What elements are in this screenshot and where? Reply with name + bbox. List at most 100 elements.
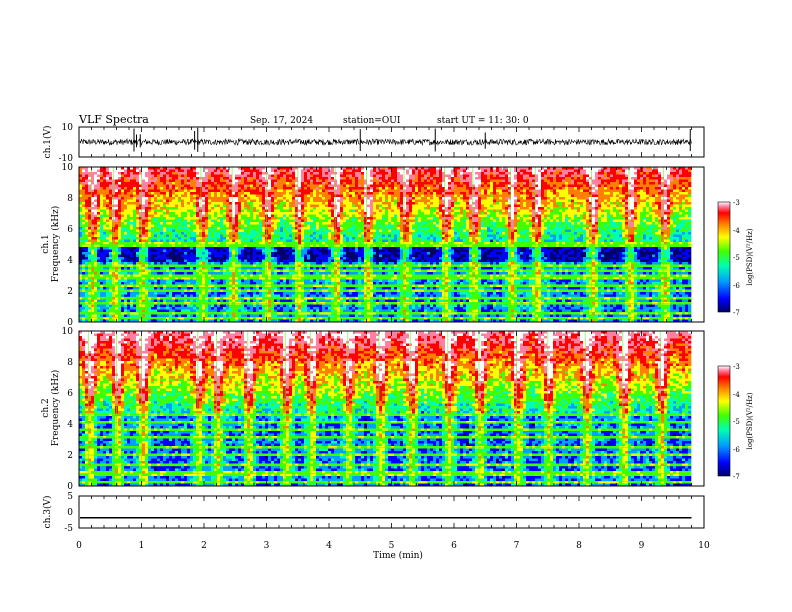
p2-plot-cell <box>106 250 109 253</box>
p2-plot-cell <box>145 240 148 243</box>
p2-plot-cell <box>142 222 145 225</box>
p2-plot-cell <box>142 235 145 238</box>
p2-plot-cell <box>118 267 121 270</box>
p2-plot-cell <box>142 215 145 218</box>
p2-plot-cell <box>133 207 136 210</box>
p2-plot-cell <box>106 267 109 270</box>
p2-plot-cell <box>103 202 106 205</box>
p2-plot-cell <box>94 227 97 230</box>
p2-plot-cell <box>148 310 151 313</box>
p2-plot-cell <box>97 262 100 265</box>
station-label: station=OUI <box>343 116 401 126</box>
p2-plot-cell <box>157 197 160 200</box>
p2-plot-cell <box>154 182 157 185</box>
p2-plot-cell <box>130 175 133 178</box>
p2-plot-cell <box>151 310 154 313</box>
p2-plot-cell <box>124 197 127 200</box>
p2-plot-cell <box>145 172 148 175</box>
p2-plot-cell <box>157 212 160 215</box>
p2-plot-cell <box>88 220 91 223</box>
p2-plot-cell <box>151 200 154 203</box>
p2-plot-cell <box>100 172 103 175</box>
p2-plot-cell <box>88 177 91 180</box>
p2-plot-cell <box>106 197 109 200</box>
p2-plot-cell <box>121 262 124 265</box>
p2-plot-cell <box>118 217 121 220</box>
p2-plot-cell <box>121 207 124 210</box>
p2-plot-cell <box>115 185 118 188</box>
p2-plot-cell <box>121 175 124 178</box>
p2-plot-cell <box>118 220 121 223</box>
p2-plot-cell <box>82 300 85 303</box>
p2-plot-cell <box>109 220 112 223</box>
p2-plot-cell <box>121 250 124 253</box>
p2-plot-cell <box>151 230 154 233</box>
p2-plot-cell <box>127 252 130 255</box>
p2-plot-cell <box>145 300 148 303</box>
p2-plot-cell <box>103 227 106 230</box>
p2-plot-cell <box>94 280 97 283</box>
p2-plot-cell <box>97 197 100 200</box>
p2-plot-cell <box>85 182 88 185</box>
p2-plot-cell <box>100 240 103 243</box>
p2-plot-cell <box>103 272 106 275</box>
p2-plot-cell <box>115 310 118 313</box>
p2-plot-cell <box>130 247 133 250</box>
p2-plot-cell <box>151 220 154 223</box>
p2-plot-cell <box>163 175 166 178</box>
p2-plot-cell <box>100 170 103 173</box>
p2-plot-cell <box>157 210 160 213</box>
p2-plot-cell <box>103 197 106 200</box>
p2-plot-cell <box>94 207 97 210</box>
p2-plot-cell <box>127 197 130 200</box>
p2-plot-cell <box>82 217 85 220</box>
p2-plot-cell <box>82 220 85 223</box>
p2-plot-cell <box>82 175 85 178</box>
p2-plot-cell <box>94 292 97 295</box>
p2-plot-cell <box>100 250 103 253</box>
p2-plot-cell <box>124 190 127 193</box>
p2-plot-cell <box>151 300 154 303</box>
p2-plot-cell <box>100 287 103 290</box>
p2-plot-cell <box>157 182 160 185</box>
p2-plot-cell <box>115 215 118 218</box>
p2-plot-cell <box>118 227 121 230</box>
p2-plot-cell <box>88 217 91 220</box>
p2-plot-cell <box>133 197 136 200</box>
p2-plot-cell <box>142 315 145 318</box>
p2-plot-cell <box>127 212 130 215</box>
p2-plot-cell <box>94 192 97 195</box>
p2-plot-cell <box>142 250 145 253</box>
p2-plot-cell <box>121 215 124 218</box>
p2-plot-cell <box>118 237 121 240</box>
p2-plot-cell <box>115 240 118 243</box>
p2-plot-cell <box>97 287 100 290</box>
p2-plot-cell <box>163 257 166 260</box>
p2-plot-cell <box>160 170 163 173</box>
p2-plot-cell <box>97 232 100 235</box>
p2-plot-cell <box>88 305 91 308</box>
p2-plot-cell <box>109 267 112 270</box>
p2-plot-cell <box>97 175 100 178</box>
p2-plot-cell <box>133 170 136 173</box>
p2-plot-cell <box>157 170 160 173</box>
p2-plot-cell <box>85 200 88 203</box>
p2-plot-cell <box>157 215 160 218</box>
p2-plot-cell <box>115 272 118 275</box>
p2-plot-cell <box>85 260 88 263</box>
p2-plot-cell <box>163 195 166 198</box>
p2-plot-cell <box>136 305 139 308</box>
p2-plot-cell <box>151 272 154 275</box>
p2-plot-cell <box>88 240 91 243</box>
p2-plot-cell <box>115 280 118 283</box>
p2-plot-cell <box>157 267 160 270</box>
p2-plot-cell <box>160 262 163 265</box>
p2-plot-cell <box>88 235 91 238</box>
p2-plot-cell <box>118 182 121 185</box>
p2-plot-cell <box>97 237 100 240</box>
p2-plot-cell <box>151 172 154 175</box>
p2-plot-cell <box>130 300 133 303</box>
p2-plot-cell <box>130 220 133 223</box>
p2-plot-cell <box>85 220 88 223</box>
p2-plot-cell <box>88 170 91 173</box>
